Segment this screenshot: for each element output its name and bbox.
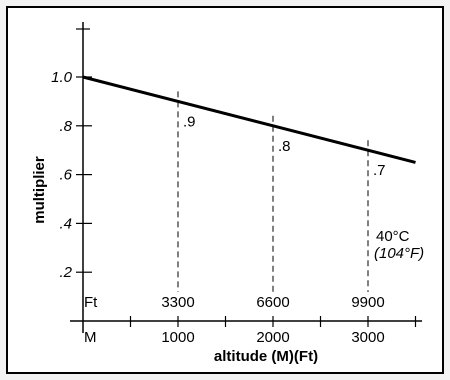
- reference-point-label-1: .8: [278, 138, 291, 155]
- reference-point-label-0: .9: [183, 113, 196, 130]
- x-tick-label-ft-0: 3300: [161, 294, 194, 311]
- chart-frame: [6, 6, 444, 374]
- temperature-annotation-f: (104°F): [374, 245, 424, 262]
- x-unit-primary-label: M: [84, 329, 97, 346]
- x-tick-label-ft-2: 9900: [351, 294, 384, 311]
- y-tick-label-3: .4: [59, 215, 72, 232]
- x-axis-label: altitude (M)(Ft): [214, 348, 318, 365]
- x-ticks: 1000 2000 3000 3300 6600 9900: [129, 294, 417, 346]
- y-tick-label-0: 1.0: [51, 69, 73, 86]
- x-tick-label-ft-1: 6600: [256, 294, 289, 311]
- reference-point-label-2: .7: [373, 162, 386, 179]
- x-tick-label-m-0: 1000: [161, 329, 194, 346]
- y-axis-label: multiplier: [31, 156, 48, 224]
- y-tick-label-1: .8: [59, 118, 72, 135]
- temperature-annotation-c: 40°C: [376, 228, 410, 245]
- reference-lines: .9 .8 .7: [177, 91, 386, 292]
- y-ticks: 1.0 .8 .6 .4 .2: [51, 28, 92, 281]
- series-line-0: [82, 75, 416, 164]
- y-tick-label-2: .6: [59, 167, 72, 184]
- y-tick-label-4: .2: [59, 264, 72, 281]
- x-unit-secondary-label: Ft: [84, 294, 98, 311]
- x-tick-label-m-2: 3000: [351, 329, 384, 346]
- series-group: [82, 75, 416, 164]
- x-tick-label-m-1: 2000: [256, 329, 289, 346]
